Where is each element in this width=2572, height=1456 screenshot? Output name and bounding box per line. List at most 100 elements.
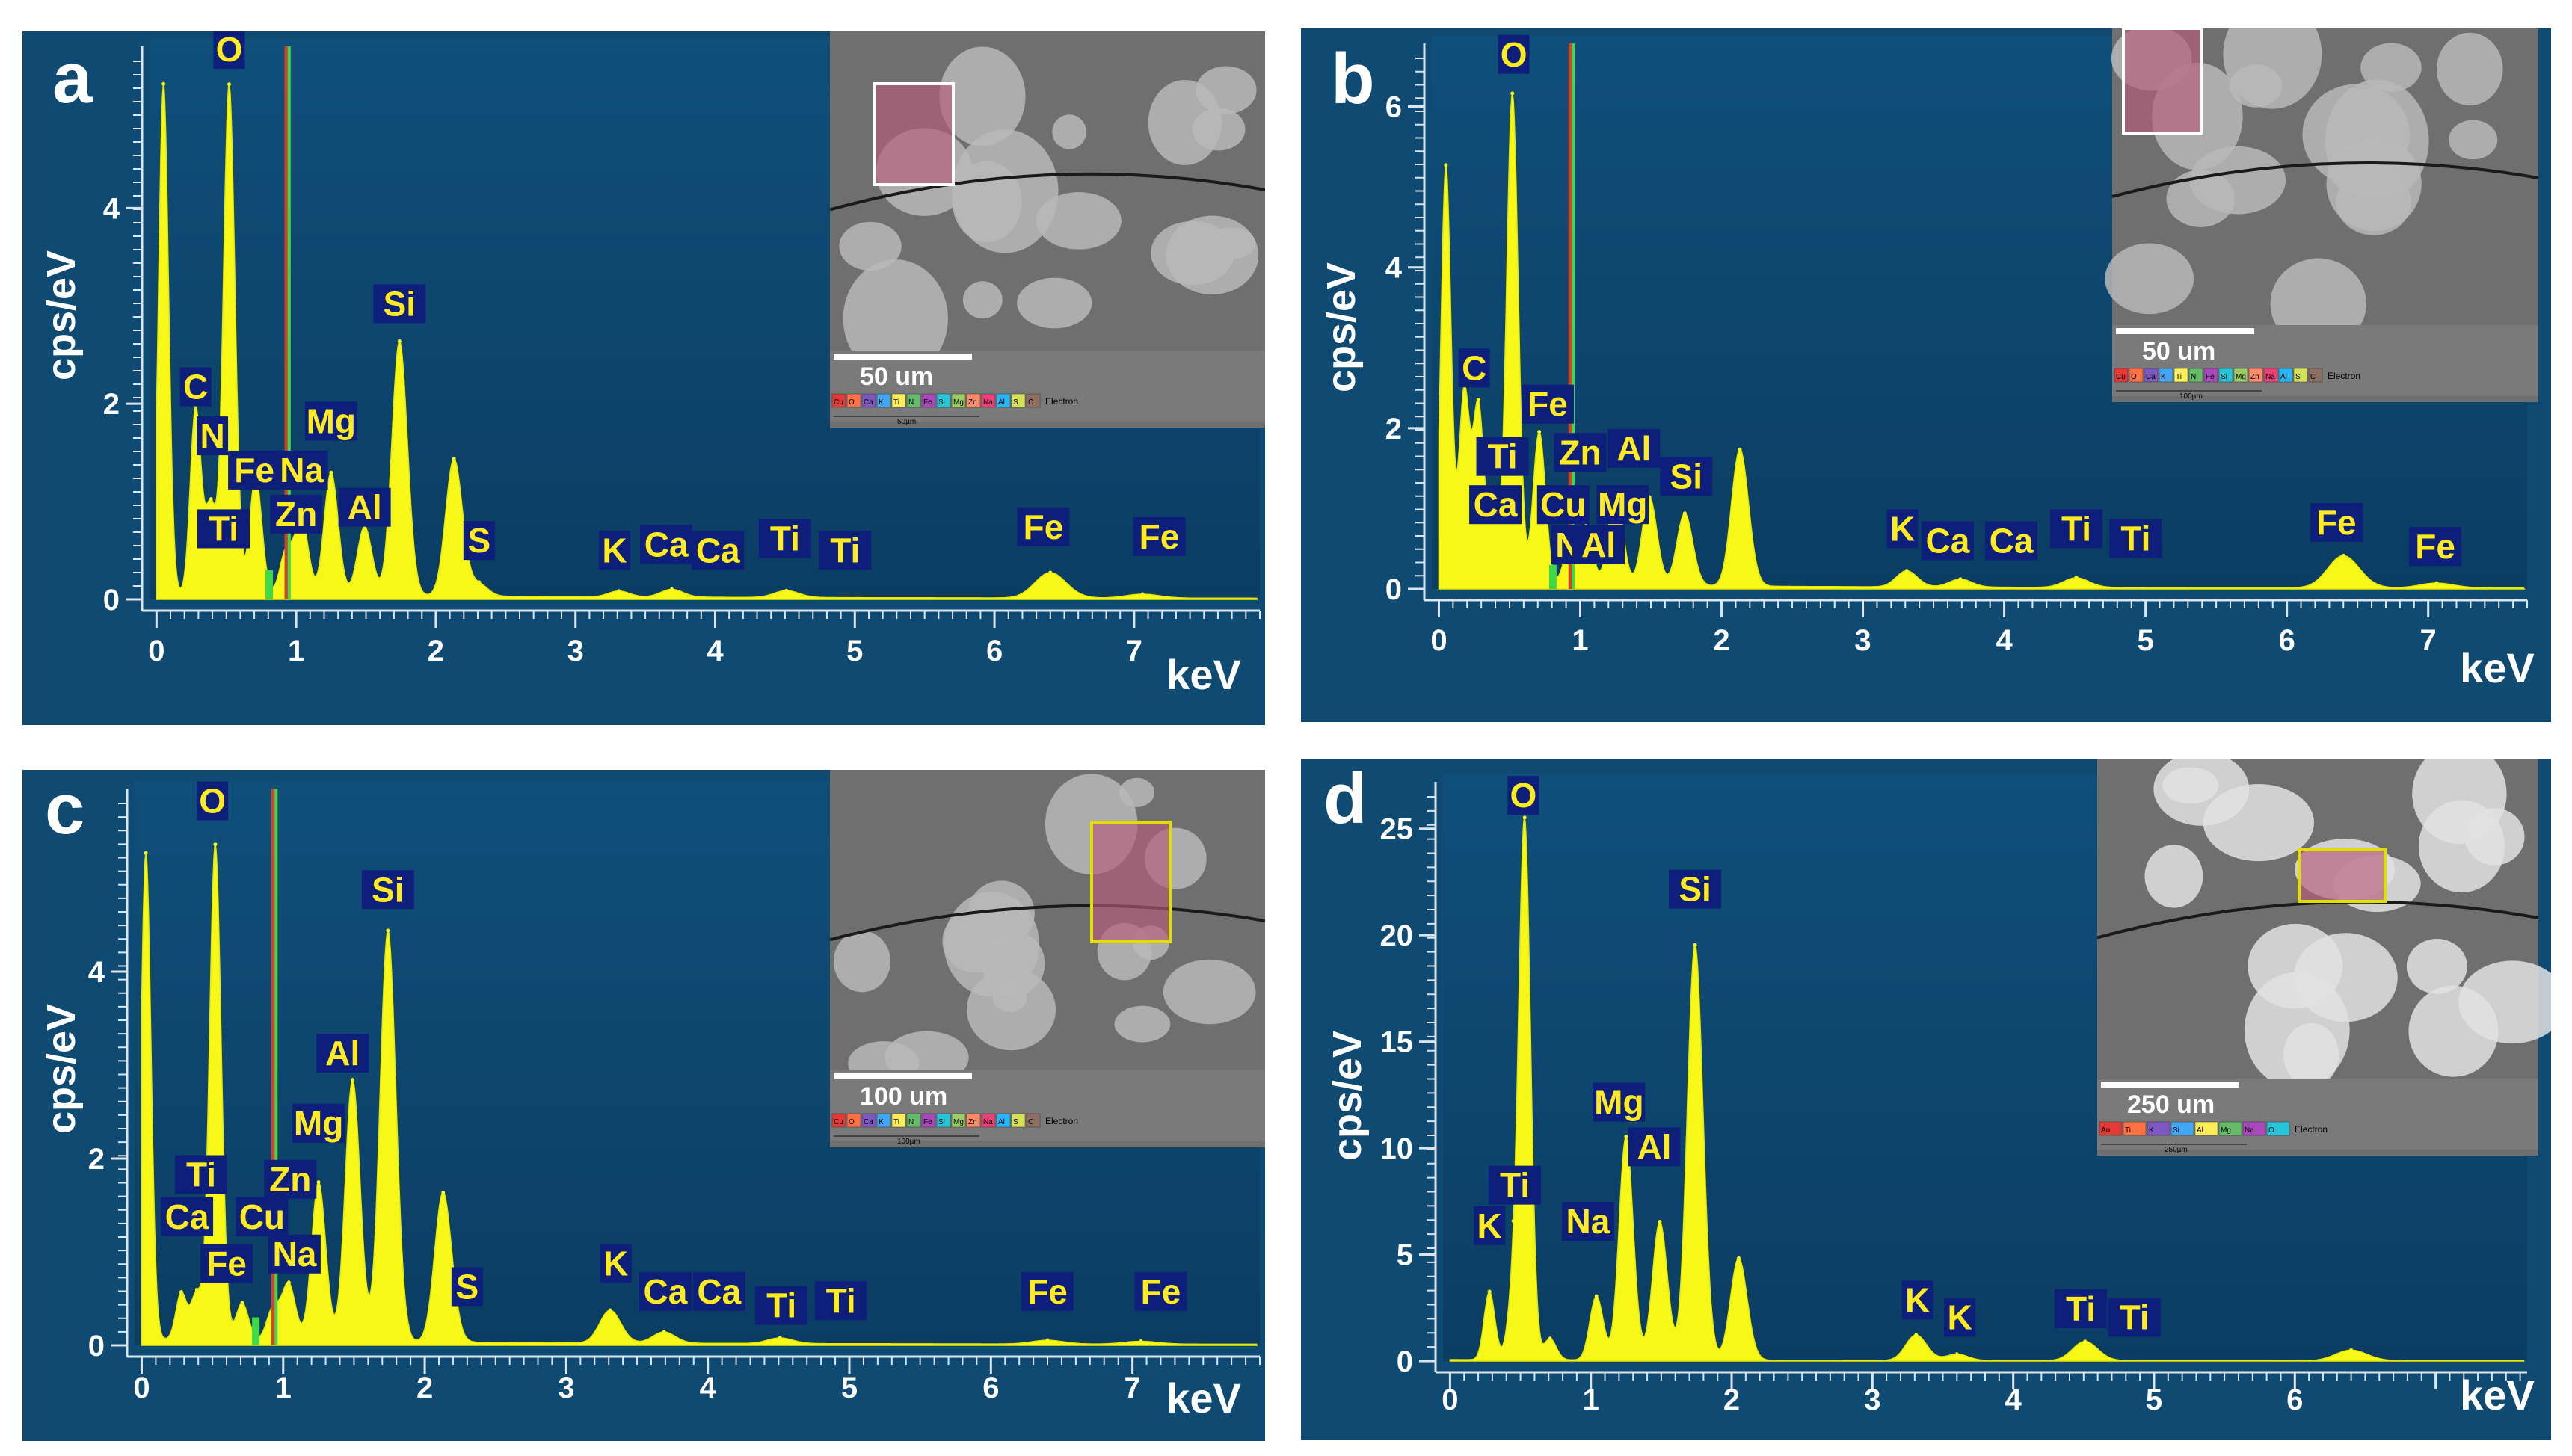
peak-point-d-3: [1548, 1336, 1552, 1341]
inset-legend-text-a-1: O: [849, 398, 855, 407]
inset-legend-text-a-4: Ti: [893, 398, 899, 407]
inset-legend-text-d-0: Au: [2101, 1126, 2110, 1135]
inset-legend-text-a-13: C: [1028, 398, 1033, 407]
element-label-c-14: Ti: [766, 1286, 796, 1325]
element-label-b-13: Ca: [1926, 522, 1970, 561]
peak-point-d-12: [2349, 1348, 2354, 1352]
inset-legend-text-d-1: Ti: [2125, 1126, 2131, 1135]
element-label-bg-c-14: [755, 1286, 808, 1325]
inset-legend-electron-d: Electron: [2295, 1124, 2328, 1135]
inset-legend-text-a-7: Si: [938, 398, 945, 407]
element-label-bg-a-8: [338, 487, 391, 527]
peak-point-b-12: [1904, 569, 1909, 573]
inset-legend-swatch-a-0: [831, 393, 846, 408]
y-tick-c-2: 4: [88, 956, 105, 989]
inset-legend-text-d-2: K: [2149, 1126, 2154, 1135]
element-label-bg-c-9: [268, 1234, 321, 1274]
inset-legend-text-a-0: Cu: [834, 398, 843, 407]
element-label-bg-b-0: [1498, 34, 1530, 74]
inset-legend-text-a-3: K: [879, 398, 884, 407]
element-label-c-10: S: [456, 1268, 479, 1307]
y-axis-label-a: cps/eV: [39, 250, 84, 380]
element-label-b-8: Mg: [1598, 485, 1647, 524]
element-label-a-11: K: [602, 531, 627, 570]
element-label-b-16: Ti: [2120, 519, 2150, 558]
element-label-bg-c-8: [200, 1244, 253, 1283]
scale-bar-label-d: 250 um: [2127, 1091, 2215, 1119]
x-tick-b-2: 2: [1713, 624, 1729, 657]
peak-point-a-16: [1140, 592, 1145, 596]
element-label-a-14: Ti: [770, 519, 800, 558]
peak-point-c-12: [662, 1330, 666, 1334]
element-label-a-7: Zn: [275, 495, 317, 534]
element-label-b-5: Al: [1616, 429, 1651, 468]
peak-point-d-2: [1522, 815, 1527, 820]
inset-legend-swatch-d-5: [2218, 1121, 2242, 1136]
inset-legend-swatch-b-11: [2278, 368, 2293, 383]
y-tick-a-2: 4: [103, 192, 120, 225]
element-label-a-16: Fe: [1024, 508, 1064, 546]
element-label-c-13: Ca: [697, 1272, 741, 1311]
inset-legend-text-b-13: C: [2310, 373, 2316, 381]
element-label-b-17: Fe: [2316, 503, 2357, 542]
inset-sem-b: 50 um Cu O Ca K Ti N Fe Si Mg Zn Na Al S C Electron 100µ…: [2105, 28, 2539, 402]
element-label-bg-d-5: [1474, 1206, 1506, 1245]
map-region-fill-b: [2123, 28, 2202, 133]
peak-point-d-5: [1624, 1135, 1628, 1139]
element-label-d-3: Al: [1637, 1127, 1671, 1166]
element-label-c-1: Si: [372, 870, 404, 909]
inset-legend-swatch-a-5: [906, 393, 921, 408]
element-label-c-2: Al: [325, 1034, 360, 1073]
inset-legend-swatch-c-5: [906, 1113, 921, 1128]
y-tick-b-0: 0: [1385, 573, 1402, 606]
inset-legend-swatch-a-13: [1026, 393, 1041, 408]
inset-legend-text-c-8: Mg: [953, 1118, 964, 1126]
peak-point-c-0: [144, 851, 148, 855]
x-tick-a-2: 2: [428, 635, 444, 667]
peak-point-a-2: [209, 497, 213, 502]
element-label-d-8: K: [1947, 1298, 1972, 1336]
x-tick-b-1: 1: [1572, 624, 1588, 657]
element-label-b-14: Ca: [1990, 522, 2034, 561]
x-tick-c-3: 3: [558, 1372, 574, 1404]
peak-point-d-4: [1594, 1294, 1599, 1298]
panel-letter-c: c: [45, 770, 84, 849]
panel-c: 0 1 2 3 4 5 6 7 0 2 4 100 um Cu O Ca K Ti N Fe Si Mg Zn Na Al S C…: [22, 770, 1265, 1441]
x-tick-a-7: 7: [1126, 635, 1142, 667]
inset-legend-text-c-4: Ti: [893, 1118, 899, 1126]
element-label-bg-c-5: [264, 1159, 317, 1199]
y-axis-label-c: cps/eV: [39, 1004, 84, 1134]
y-axis-label-b: cps/eV: [1319, 262, 1364, 392]
element-label-bg-a-9: [373, 284, 426, 324]
peak-point-a-13: [670, 587, 674, 591]
element-label-bg-d-3: [1628, 1127, 1681, 1167]
x-tick-d-0: 0: [1442, 1383, 1458, 1416]
element-label-bg-b-12: [1886, 509, 1919, 549]
element-label-bg-b-18: [2409, 527, 2462, 567]
element-label-b-12: K: [1890, 509, 1915, 548]
peak-point-b-0: [1444, 163, 1448, 167]
element-label-c-15: Ti: [826, 1281, 856, 1320]
element-label-bg-c-6: [161, 1197, 214, 1236]
peak-point-d-1: [1511, 1219, 1516, 1224]
inset-legend-swatch-a-7: [936, 393, 951, 408]
peak-point-c-13: [778, 1336, 782, 1340]
x-tick-c-7: 7: [1124, 1372, 1140, 1404]
inset-legend-text-d-6: Na: [2245, 1126, 2254, 1135]
x-tick-c-5: 5: [841, 1372, 858, 1404]
peak-point-c-6: [286, 1280, 291, 1285]
spectrum-b-chart: 0 1 2 3 4 5 6 7 0 2 4 6 50 um Cu O Ca K Ti N Fe Si Mg Zn Na Al S C…: [1301, 28, 2551, 722]
element-label-bg-a-7: [270, 494, 323, 534]
element-label-a-13: Ca: [696, 531, 740, 570]
inset-legend-text-b-2: Ca: [2146, 373, 2156, 381]
inset-legend-swatch-b-10: [2263, 368, 2278, 383]
inset-legend-swatch-d-4: [2194, 1121, 2218, 1136]
scale-bar-label-a: 50 um: [860, 363, 933, 391]
y-tick-d-5: 25: [1380, 813, 1414, 846]
peak-point-b-2: [1476, 397, 1480, 401]
inset-legend-text-d-7: O: [2268, 1126, 2274, 1135]
inset-legend-text-b-10: Na: [2265, 373, 2275, 381]
peak-point-c-15: [1139, 1339, 1143, 1344]
inset-legend-swatch-b-12: [2293, 368, 2308, 383]
